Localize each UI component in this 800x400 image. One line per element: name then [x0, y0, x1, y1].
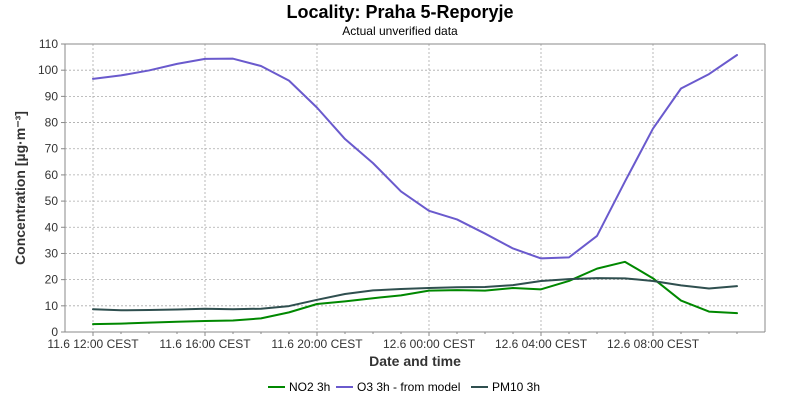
series-line-pm10-3h — [92, 277, 738, 312]
legend-label: O3 3h - from model — [357, 380, 460, 394]
y-tick-label: 40 — [45, 220, 59, 234]
legend-item: NO2 3h — [268, 380, 330, 394]
x-tick-label: 11.6 12:00 CEST — [47, 337, 139, 351]
legend-item: PM10 3h — [471, 380, 540, 394]
series-line-o3-3h-from-model — [92, 54, 738, 260]
axes: 0 10 20 30 40 50 60 70 80 90 100 110 11.6 12:00 CEST… — [38, 37, 766, 351]
y-tick-label: 0 — [51, 325, 58, 339]
series-line-no2-3h — [92, 260, 738, 326]
chart-title: Locality: Praha 5-Reporyje — [286, 2, 513, 22]
y-tick-label: 100 — [38, 63, 58, 77]
plot-area — [65, 44, 765, 332]
x-tick-label: 11.6 16:00 CEST — [159, 337, 251, 351]
y-tick-label: 50 — [45, 194, 59, 208]
chart-subtitle: Actual unverified data — [342, 24, 458, 38]
y-tick-label: 20 — [45, 273, 59, 287]
x-tick-label: 12.6 04:00 CEST — [495, 337, 588, 351]
series-lines — [92, 54, 738, 326]
y-tick-label: 70 — [45, 142, 59, 156]
y-tick-label: 110 — [39, 37, 58, 51]
y-tick-label: 30 — [45, 246, 59, 260]
legend-item: O3 3h - from model — [336, 380, 460, 394]
legend-label: NO2 3h — [289, 380, 330, 394]
y-tick-label: 90 — [45, 89, 59, 103]
x-axis-label: Date and time — [369, 353, 461, 369]
x-tick-label: 12.6 08:00 CEST — [607, 337, 700, 351]
x-tick-label: 12.6 00:00 CEST — [383, 337, 476, 351]
x-tick-label: 11.6 20:00 CEST — [271, 337, 363, 351]
y-axis-label: Concentration [µg·m⁻³] — [12, 111, 28, 265]
y-tick-label: 10 — [45, 299, 59, 313]
y-tick-label: 80 — [45, 116, 59, 130]
legend-label: PM10 3h — [492, 380, 540, 394]
y-tick-label: 60 — [45, 168, 59, 182]
legend: NO2 3h O3 3h - from model PM10 3h — [268, 380, 540, 394]
